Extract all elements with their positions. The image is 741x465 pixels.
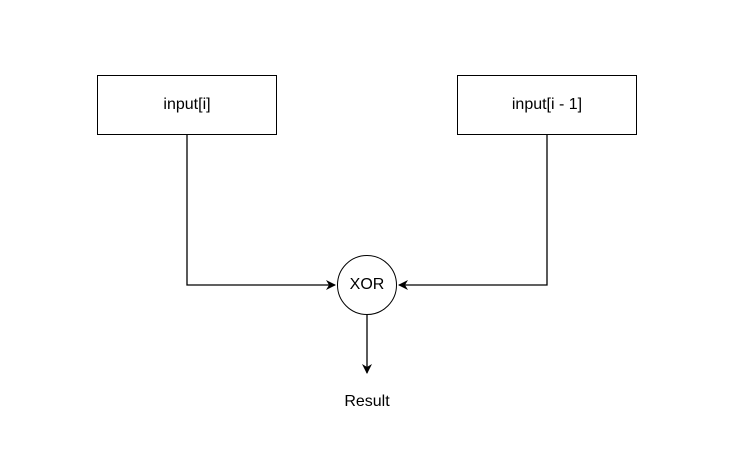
input-i-node: input[i] <box>97 75 277 135</box>
xor-gate-label: XOR <box>349 276 385 293</box>
input-i-minus-1-node: input[i - 1] <box>457 75 637 135</box>
xor-gate-node: XOR <box>337 255 397 315</box>
edge-left-input-to-xor <box>186 135 336 290</box>
input-i-minus-1-label: input[i - 1] <box>511 96 583 113</box>
input-i-label: input[i] <box>163 96 211 113</box>
result-label: Result <box>344 393 390 410</box>
edge-right-input-to-xor <box>398 135 548 290</box>
